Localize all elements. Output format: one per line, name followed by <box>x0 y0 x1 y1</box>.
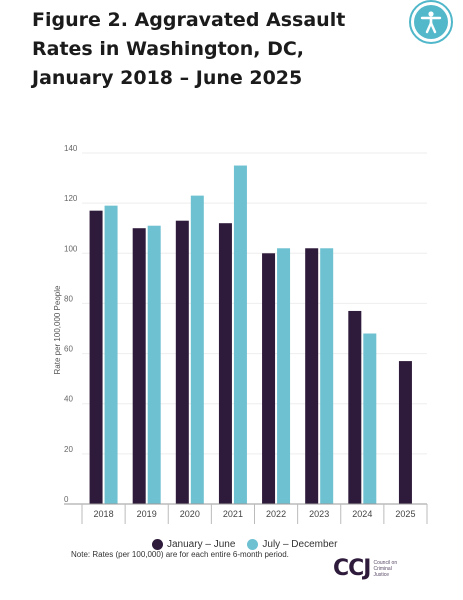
page-title: Figure 2. Aggravated Assault Rates in Wa… <box>32 9 346 89</box>
bar-jul-dec-2023 <box>320 248 334 504</box>
bar-jan-jun-2020 <box>175 220 189 504</box>
y-tick-label: 60 <box>64 345 73 354</box>
bar-jan-jun-2024 <box>348 310 362 504</box>
bar-jan-jun-2019 <box>132 228 146 504</box>
y-axis-label: Rate per 100,000 People <box>53 285 62 375</box>
bar-jul-dec-2020 <box>190 195 204 504</box>
bar-jul-dec-2024 <box>363 333 377 504</box>
y-tick-label: 80 <box>64 294 73 303</box>
y-tick-label: 100 <box>64 244 78 253</box>
x-tick-label: 2022 <box>266 509 286 519</box>
legend-item-jul-dec: July – December <box>247 539 337 550</box>
legend-label-jul-dec: July – December <box>262 539 338 550</box>
x-tick-label: 2018 <box>94 509 114 519</box>
x-tick-label: 2021 <box>223 509 243 519</box>
y-tick-label: 0 <box>64 495 69 504</box>
bar-jan-jun-2023 <box>305 248 319 504</box>
bar-jul-dec-2021 <box>233 165 247 505</box>
accessibility-icon <box>414 5 448 39</box>
legend-swatch-jul-dec <box>247 539 259 550</box>
y-tick-label: 140 <box>64 144 78 153</box>
bar-jan-jun-2025 <box>398 361 412 504</box>
bar-jan-jun-2018 <box>89 210 103 504</box>
chart-note: Note: Rates (per 100,000) are for each e… <box>71 550 289 559</box>
chart-legend: January – June July – December <box>152 539 343 550</box>
y-tick-label: 20 <box>64 445 73 454</box>
accessibility-button[interactable] <box>409 0 453 44</box>
ccj-logo: CCJ Council on Criminal Justice <box>333 558 403 580</box>
x-tick-label: 2023 <box>309 509 329 519</box>
bar-chart: 0 20 40 60 80 100 120 140 2018 2019 2020 2021 2022 20… <box>53 144 428 524</box>
bar-jan-jun-2022 <box>262 253 276 504</box>
y-tick-label: 120 <box>64 194 78 203</box>
x-tick-label: 2019 <box>137 509 157 519</box>
bar-jul-dec-2018 <box>104 205 118 504</box>
x-tick-label: 2025 <box>395 509 415 519</box>
bar-jul-dec-2022 <box>277 248 291 504</box>
logo-text: Council on Criminal Justice <box>373 560 398 578</box>
bar-jul-dec-2019 <box>147 225 161 504</box>
x-tick-label: 2024 <box>352 509 372 519</box>
bar-jan-jun-2021 <box>218 223 232 504</box>
x-tick-label: 2020 <box>180 509 200 519</box>
legend-label-jan-jun: January – June <box>167 539 236 550</box>
y-tick-label: 40 <box>64 395 73 404</box>
logo-mark: CCJ <box>333 556 371 581</box>
legend-swatch-jan-jun <box>152 539 163 550</box>
legend-item-jan-jun: January – June <box>152 539 235 550</box>
